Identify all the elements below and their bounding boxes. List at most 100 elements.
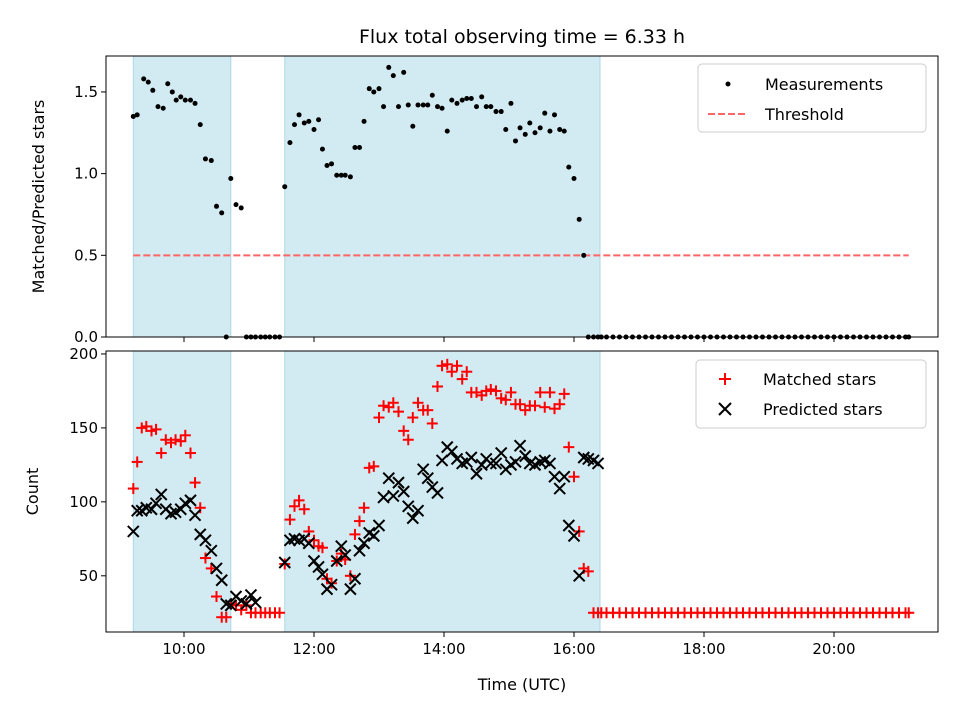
top-panel: 0.0 0.5 1.0 1.5 Matched/Predicted stars Mea… bbox=[29, 55, 939, 346]
matched-star-point bbox=[539, 401, 551, 413]
measurement-point bbox=[301, 120, 307, 126]
matched-star-point bbox=[368, 460, 380, 472]
bottom-legend-box bbox=[695, 359, 927, 429]
predicted-star-point bbox=[572, 569, 586, 583]
measurement-point bbox=[493, 109, 499, 115]
predicted-star-point bbox=[509, 455, 522, 469]
measurement-point bbox=[316, 117, 322, 123]
matched-star-point bbox=[563, 441, 575, 453]
measurement-point bbox=[386, 64, 392, 70]
measurement-point bbox=[488, 104, 494, 110]
measurement-point bbox=[435, 104, 440, 110]
measurement-point bbox=[532, 130, 538, 136]
matched-star-point bbox=[544, 386, 556, 398]
measurement-point bbox=[173, 97, 179, 103]
matched-star-point bbox=[461, 366, 473, 378]
bottom-y-axis: 50 100 150 200 bbox=[69, 345, 106, 585]
measurement-point bbox=[468, 95, 474, 101]
predicted-star-point bbox=[470, 467, 483, 480]
measurement-point bbox=[282, 184, 288, 190]
predicted-star-point bbox=[411, 504, 425, 517]
bottom-y-axis-label: Count bbox=[23, 468, 42, 516]
predicted-star-point bbox=[382, 471, 395, 485]
measurement-point bbox=[547, 128, 553, 134]
predicted-star-point bbox=[562, 519, 576, 532]
measurement-point bbox=[238, 205, 244, 211]
top-x-axis bbox=[183, 337, 835, 342]
matched-star-point bbox=[505, 386, 517, 398]
y-tick-label: 50 bbox=[79, 567, 98, 585]
matched-star-point bbox=[407, 412, 419, 424]
measurement-point bbox=[182, 97, 188, 103]
predicted-star-point bbox=[325, 578, 338, 591]
predicted-star-point bbox=[244, 588, 258, 602]
measurement-point bbox=[449, 97, 455, 103]
measurement-point bbox=[287, 140, 293, 146]
x-tick-label: 12:00 bbox=[292, 640, 335, 658]
matched-star-point bbox=[279, 558, 291, 570]
measurement-point bbox=[405, 102, 411, 108]
matched-star-point bbox=[179, 429, 191, 441]
top-legend-box bbox=[697, 63, 927, 133]
legend-measurements-label: Measurements bbox=[765, 75, 883, 94]
predicted-star-point bbox=[406, 511, 420, 525]
observing-window bbox=[132, 55, 232, 338]
predicted-star-point bbox=[249, 596, 262, 609]
matched-star-point bbox=[903, 607, 915, 619]
measurement-point bbox=[134, 112, 140, 118]
predicted-star-point bbox=[567, 529, 581, 543]
predicted-star-point bbox=[330, 554, 343, 568]
matched-star-point bbox=[387, 397, 399, 409]
matched-star-point bbox=[558, 388, 570, 400]
predicted-star-point bbox=[155, 488, 168, 501]
bottom-x-axis: 10:00 12:00 14:00 16:00 18:00 20:00 bbox=[162, 632, 856, 658]
measurement-point bbox=[557, 127, 563, 133]
measurement-point bbox=[576, 216, 582, 222]
predicted-star-point bbox=[489, 457, 503, 470]
predicted-stars-series bbox=[127, 439, 605, 612]
predicted-star-point bbox=[205, 544, 218, 557]
y-tick-label: 150 bbox=[69, 419, 98, 437]
measurement-point bbox=[561, 128, 567, 134]
matched-star-point bbox=[398, 425, 410, 437]
predicted-star-point bbox=[435, 454, 449, 467]
top-plot-frame bbox=[105, 55, 939, 338]
matched-star-point bbox=[131, 456, 143, 468]
measurement-point bbox=[130, 113, 136, 119]
y-tick-label: 0.0 bbox=[74, 328, 98, 346]
predicted-star-point bbox=[402, 500, 415, 513]
y-tick-label: 1.5 bbox=[74, 83, 98, 101]
predicted-star-point bbox=[387, 489, 400, 503]
measurement-point bbox=[192, 100, 198, 106]
predicted-star-point bbox=[199, 534, 212, 547]
predicted-star-point bbox=[367, 529, 381, 543]
matched-star-point bbox=[349, 528, 361, 540]
bottom-panel: 50 100 150 200 10:00 12:00 14:00 16:00 18:00 20:… bbox=[23, 345, 939, 694]
top-y-axis-label: Matched/Predicted stars bbox=[29, 100, 48, 294]
measurement-point bbox=[145, 79, 151, 85]
matched-star-point bbox=[170, 434, 182, 446]
matched-star-point bbox=[308, 534, 320, 546]
predicted-star-point bbox=[348, 572, 362, 585]
measurement-point bbox=[342, 172, 348, 178]
matched-star-point bbox=[175, 435, 187, 447]
measurement-point bbox=[401, 69, 407, 75]
measurement-point bbox=[503, 127, 509, 133]
predicted-star-point bbox=[445, 445, 459, 458]
measurement-point bbox=[334, 172, 340, 178]
predicted-star-point bbox=[372, 519, 386, 532]
bottom-legend: Matched stars Predicted stars bbox=[695, 359, 927, 429]
measurement-point bbox=[169, 89, 175, 95]
chart-title: Flux total observing time = 6.33 h bbox=[359, 26, 685, 48]
matched-star-point bbox=[446, 366, 458, 378]
bottom-observing-windows bbox=[132, 350, 601, 633]
measurement-point bbox=[165, 81, 171, 87]
measurement-point bbox=[150, 87, 156, 93]
measurement-point bbox=[371, 89, 377, 95]
matched-star-point bbox=[393, 406, 404, 418]
measurement-point bbox=[292, 122, 297, 128]
predicted-star-point bbox=[548, 470, 561, 483]
measurement-point bbox=[474, 104, 479, 110]
y-tick-label: 100 bbox=[69, 493, 98, 511]
